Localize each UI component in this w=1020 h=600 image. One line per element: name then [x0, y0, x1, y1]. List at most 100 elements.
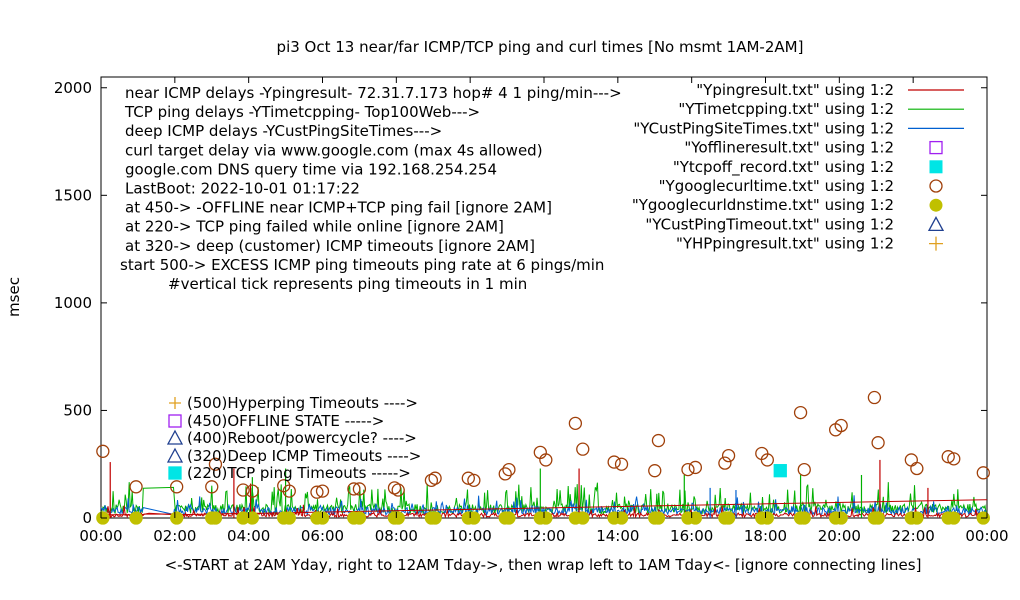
timeout-label: (500)Hyperping Timeouts ----> — [187, 394, 418, 412]
dns-time-point — [576, 511, 590, 525]
curl-time-point — [904, 453, 918, 467]
info-line: at 320-> deep (customer) ICMP timeouts [… — [125, 237, 535, 255]
dns-time-point — [688, 511, 703, 525]
curl-time-point — [976, 466, 990, 480]
x-tick-label: 00:00 — [79, 527, 122, 545]
x-tick-label: 12:00 — [522, 527, 565, 545]
chart-title: pi3 Oct 13 near/far ICMP/TCP ping and cu… — [277, 38, 804, 56]
timeout-label: (450)OFFLINE STATE -----> — [187, 412, 384, 430]
x-tick-label: 22:00 — [892, 527, 935, 545]
dns-time-point — [539, 511, 553, 525]
info-line: at 450-> -OFFLINE near ICMP+TCP ping fai… — [125, 199, 552, 217]
info-line: curl target delay via www.google.com (ma… — [125, 141, 543, 159]
x-tick-label: 00:00 — [965, 527, 1008, 545]
curl-time-point — [651, 433, 666, 448]
dns-time-point — [467, 511, 481, 525]
y-tick-label: 1500 — [54, 186, 92, 204]
x-tick-label: 16:00 — [670, 527, 713, 545]
legend: "Ypingresult.txt" using 1:2"YTimetcpping… — [632, 81, 964, 253]
triangle-icon — [166, 447, 184, 463]
curl-time-point — [539, 453, 553, 467]
legend-swatch — [927, 216, 945, 232]
info-line: near ICMP delays -Ypingresult- 72.31.7.1… — [125, 84, 622, 102]
y-tick-label: 2000 — [54, 79, 92, 97]
legend-entry-label: "Ytcpoff_record.txt" using 1:2 — [673, 158, 894, 177]
filled-square-icon — [168, 466, 182, 480]
curl-time-point — [129, 480, 143, 494]
curl-time-point — [467, 473, 481, 488]
legend-swatch — [929, 140, 943, 155]
curl-time-point — [793, 405, 808, 420]
dns-time-point — [208, 511, 223, 525]
timeout-label: (220)TCP ping Timeouts -----> — [187, 464, 411, 482]
curl-time-point — [871, 436, 885, 450]
legend-entry-label: "Ypingresult.txt" using 1:2 — [696, 81, 894, 99]
dns-time-point — [834, 511, 848, 525]
curl-time-point — [208, 457, 223, 471]
curl-time-point — [867, 390, 882, 405]
info-line: LastBoot: 2022-10-01 01:17:22 — [125, 180, 360, 198]
curl-time-point — [387, 481, 402, 495]
tcp-ping-series — [100, 482, 988, 516]
legend-swatch — [929, 160, 943, 174]
legend-entry-label: "YHPpingresult.txt" using 1:2 — [676, 235, 894, 253]
legend-entry-label: "YCustPingTimeout.txt" using 1:2 — [645, 215, 894, 233]
curl-time-point — [347, 482, 361, 496]
dns-time-point — [391, 511, 405, 525]
curl-time-point — [170, 480, 184, 494]
dns-time-point — [352, 511, 367, 525]
curl-time-point — [576, 442, 590, 456]
legend-entry-label: "YTimetcpping.txt" using 1:2 — [678, 100, 894, 118]
marker-layer — [96, 390, 990, 525]
axis-layer: 0 500 1000 1500 2000 00:00 02:00 04:00 06:00 08:0… — [54, 77, 1009, 545]
dns-time-point — [721, 511, 736, 525]
x-tick-label: 04:00 — [227, 527, 270, 545]
dns-time-point — [614, 511, 629, 525]
y-tick-label: 1000 — [54, 294, 92, 312]
legend-swatch — [929, 179, 943, 193]
y-tick-label: 0 — [82, 509, 92, 527]
curl-time-point — [607, 455, 621, 469]
curl-time-point — [428, 471, 442, 485]
dns-time-point — [170, 511, 184, 525]
info-line: deep ICMP delays -YCustPingSiteTimes---> — [125, 122, 442, 140]
curl-time-point — [315, 484, 330, 498]
x-tick-label: 20:00 — [818, 527, 861, 545]
legend-swatch — [929, 198, 943, 212]
curl-time-point — [352, 482, 367, 496]
curl-time-point — [282, 484, 296, 498]
tcp-offline-point — [773, 464, 787, 478]
dns-time-point — [245, 511, 260, 525]
dns-time-point — [282, 511, 296, 525]
dns-time-point — [651, 511, 666, 525]
curl-time-point — [498, 467, 512, 481]
curl-time-point — [688, 460, 703, 475]
curl-time-point — [947, 452, 961, 466]
open-square-icon — [168, 414, 182, 428]
legend-entry-label: "YCustPingSiteTimes.txt" using 1:2 — [633, 119, 894, 137]
curl-time-point — [502, 462, 516, 477]
x-axis-label: <-START at 2AM Yday, right to 12AM Tday-… — [165, 556, 922, 574]
legend-entry-label: "Ygooglecurltime.txt" using 1:2 — [659, 177, 894, 195]
curl-time-point — [834, 418, 848, 433]
dns-time-point — [797, 511, 811, 525]
timeout-label: (320)Deep ICMP Timeouts ----> — [187, 447, 421, 465]
info-line: at 220-> TCP ping failed while online [i… — [125, 218, 504, 236]
curl-time-point — [568, 416, 583, 430]
legend-swatch — [929, 236, 943, 251]
dns-time-point — [502, 511, 516, 525]
dns-time-point — [947, 511, 961, 525]
curl-time-point — [941, 450, 955, 464]
text-layer: pi3 Oct 13 near/far ICMP/TCP ping and cu… — [5, 38, 921, 574]
legend-entry-label: "Ygooglecurldnstime.txt" using 1:2 — [632, 196, 894, 214]
curl-time-point — [760, 453, 774, 467]
info-line: TCP ping delays -YTimetcpping- Top100Web… — [124, 103, 480, 121]
x-tick-label: 02:00 — [153, 527, 196, 545]
curl-time-point — [461, 471, 475, 485]
curl-time-point — [910, 461, 924, 476]
info-line: #vertical tick represents ping timeouts … — [168, 275, 527, 293]
dns-time-point — [428, 511, 442, 525]
curl-time-point — [245, 484, 260, 498]
dns-time-point — [871, 511, 885, 525]
